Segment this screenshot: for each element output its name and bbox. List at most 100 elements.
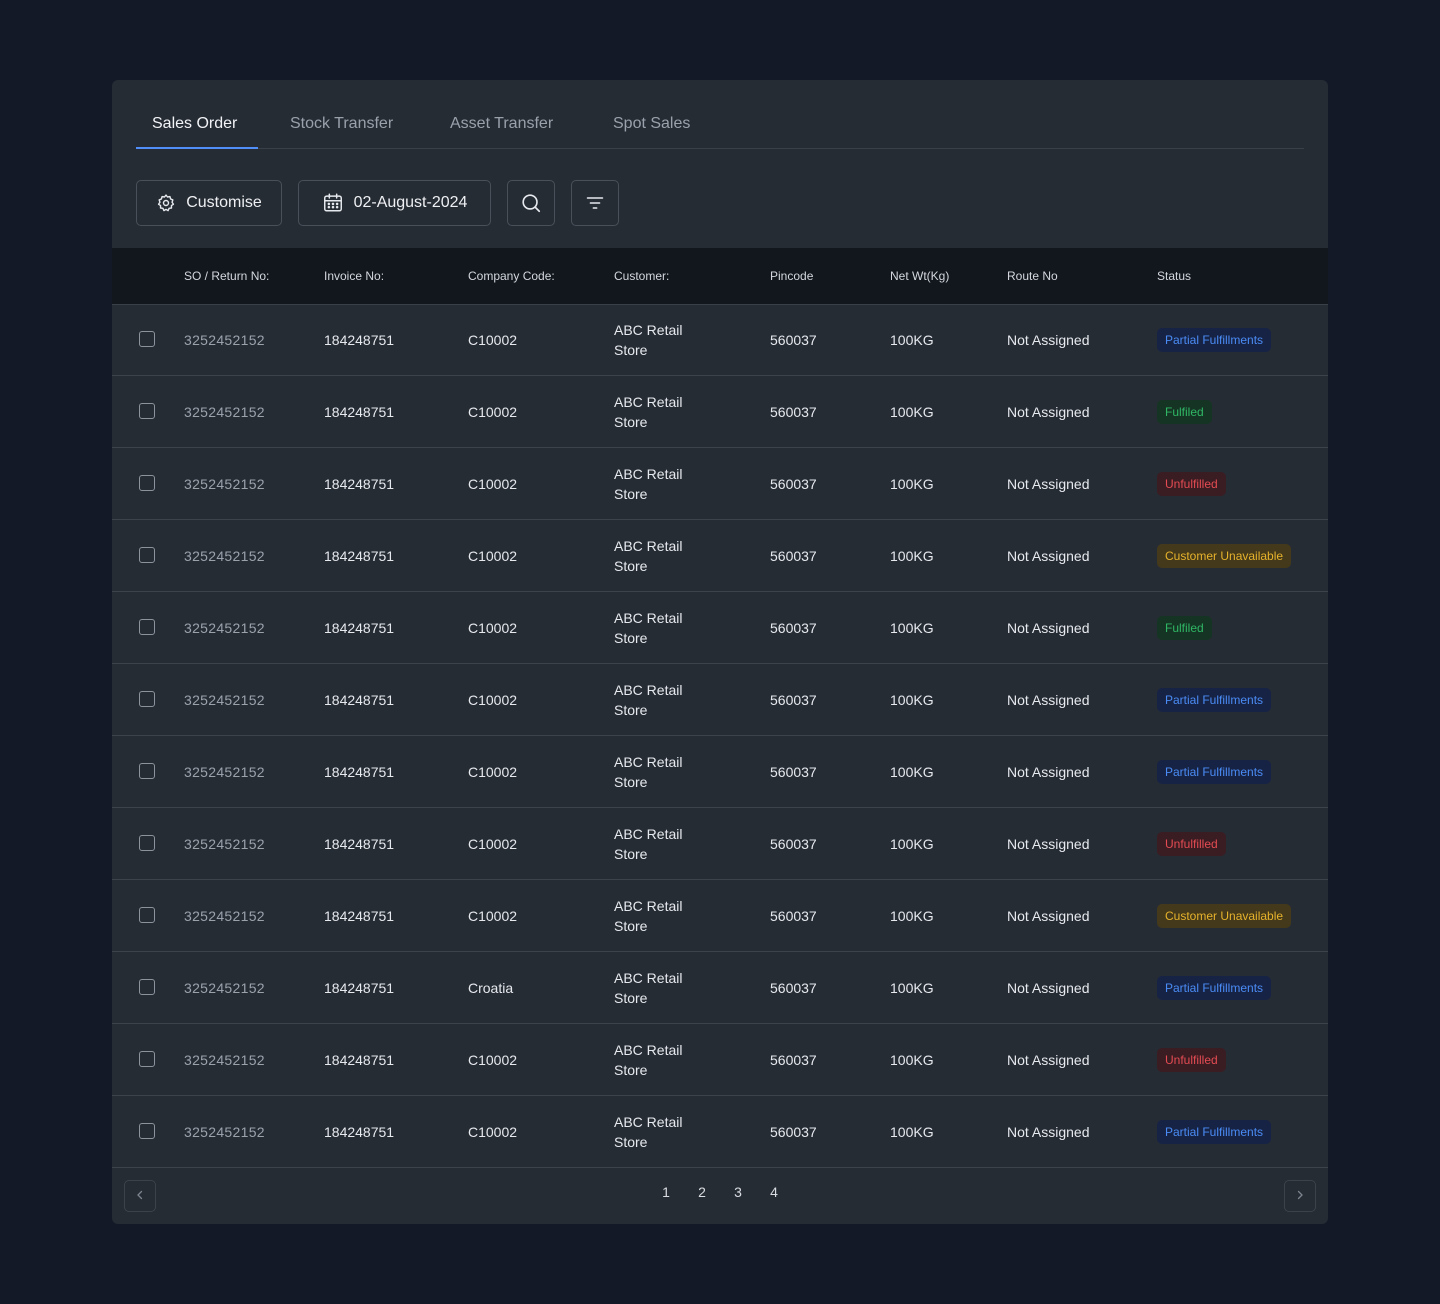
route-number: Not Assigned [1007,331,1090,348]
row-checkbox[interactable] [139,979,155,995]
row-checkbox[interactable] [139,835,155,851]
row-checkbox[interactable] [139,475,155,491]
row-checkbox[interactable] [139,691,155,707]
table-row[interactable]: 3252452152 184248751 C10002 ABC Retail St… [112,1024,1328,1096]
so-number: 3252452152 [184,691,265,708]
net-weight: 100KG [890,1051,934,1068]
invoice-number: 184248751 [324,619,395,636]
pincode: 560037 [770,475,817,492]
customer-name-line2: Store [614,1061,648,1078]
filter-button[interactable] [571,180,619,226]
row-checkbox[interactable] [139,907,155,923]
customer-name-line2: Store [614,1133,648,1150]
customise-button[interactable]: Customise [136,180,282,226]
status-badge: Partial Fulfillments [1157,975,1272,1000]
invoice-number: 184248751 [324,475,395,492]
invoice-number: 184248751 [324,1051,395,1068]
page-1[interactable]: 1 [662,1184,670,1200]
header-customer[interactable]: Customer: [614,269,670,283]
status-badge: Customer Unavailable [1157,543,1292,568]
pincode: 560037 [770,1051,817,1068]
customer-name-line1: ABC Retail [614,465,683,482]
customer-name-line1: ABC Retail [614,825,683,842]
so-number: 3252452152 [184,1123,265,1140]
customer-name: ABC Retail Store [614,664,682,735]
tab-spot-sales[interactable]: Spot Sales [613,115,691,132]
row-checkbox[interactable] [139,331,155,347]
status-badge: Customer Unavailable [1157,903,1292,928]
so-number: 3252452152 [184,475,265,492]
route-number: Not Assigned [1007,907,1090,924]
header-net-wt[interactable]: Net Wt(Kg) [890,269,950,283]
table-row[interactable]: 3252452152 184248751 C10002 ABC Retail St… [112,304,1328,376]
table-row[interactable]: 3252452152 184248751 C10002 ABC Retail St… [112,376,1328,448]
route-number: Not Assigned [1007,691,1090,708]
status-badge: Unfulfilled [1157,471,1226,496]
customer-name-line2: Store [614,413,648,430]
customer-name-line2: Store [614,341,648,358]
table-row[interactable]: 3252452152 184248751 Croatia ABC Retail S… [112,952,1328,1024]
net-weight: 100KG [890,547,934,564]
table-row[interactable]: 3252452152 184248751 C10002 ABC Retail St… [112,448,1328,520]
customer-name: ABC Retail Store [614,880,682,951]
company-code: C10002 [468,331,518,348]
company-code: C10002 [468,1123,518,1140]
search-icon [520,192,542,214]
calendar-icon [322,192,344,214]
page-4[interactable]: 4 [770,1184,778,1200]
date-picker-button[interactable]: 02-August-2024 [298,180,491,226]
route-number: Not Assigned [1007,1123,1090,1140]
net-weight: 100KG [890,619,934,636]
page-2[interactable]: 2 [698,1184,706,1200]
search-button[interactable] [507,180,555,226]
company-code: Croatia [468,979,514,996]
net-weight: 100KG [890,331,934,348]
table-row[interactable]: 3252452152 184248751 C10002 ABC Retail St… [112,1096,1328,1168]
row-checkbox[interactable] [139,1123,155,1139]
page-3[interactable]: 3 [734,1184,742,1200]
table-row[interactable]: 3252452152 184248751 C10002 ABC Retail St… [112,592,1328,664]
tab-asset-transfer[interactable]: Asset Transfer [450,115,554,132]
net-weight: 100KG [890,691,934,708]
so-number: 3252452152 [184,835,265,852]
table-row[interactable]: 3252452152 184248751 C10002 ABC Retail St… [112,520,1328,592]
pincode: 560037 [770,547,817,564]
row-checkbox[interactable] [139,619,155,635]
header-status[interactable]: Status [1157,269,1192,283]
table-row[interactable]: 3252452152 184248751 C10002 ABC Retail St… [112,880,1328,952]
table-row[interactable]: 3252452152 184248751 C10002 ABC Retail St… [112,664,1328,736]
so-number: 3252452152 [184,763,265,780]
header-pincode[interactable]: Pincode [770,269,814,283]
prev-page-button[interactable] [124,1180,156,1212]
so-number: 3252452152 [184,1051,265,1068]
chevron-right-icon [1295,1187,1305,1205]
header-company-code[interactable]: Company Code: [468,269,555,283]
customer-name-line2: Store [614,701,648,718]
table-row[interactable]: 3252452152 184248751 C10002 ABC Retail St… [112,808,1328,880]
status-badge: Unfulfilled [1157,1047,1226,1072]
company-code: C10002 [468,619,518,636]
route-number: Not Assigned [1007,763,1090,780]
company-code: C10002 [468,403,518,420]
net-weight: 100KG [890,835,934,852]
header-invoice-no[interactable]: Invoice No: [324,269,385,283]
tab-stock-transfer[interactable]: Stock Transfer [290,115,394,132]
tab-sales-order[interactable]: Sales Order [152,115,238,132]
row-checkbox[interactable] [139,763,155,779]
status-badge: Partial Fulfillments [1157,759,1272,784]
so-number: 3252452152 [184,619,265,636]
pincode: 560037 [770,979,817,996]
row-checkbox[interactable] [139,403,155,419]
customer-name-line1: ABC Retail [614,537,683,554]
net-weight: 100KG [890,907,934,924]
header-so-return-no[interactable]: SO / Return No: [184,269,270,283]
customer-name: ABC Retail Store [614,448,682,519]
row-checkbox[interactable] [139,547,155,563]
invoice-number: 184248751 [324,979,395,996]
next-page-button[interactable] [1284,1180,1316,1212]
header-route-no[interactable]: Route No [1007,269,1058,283]
row-checkbox[interactable] [139,1051,155,1067]
table-row[interactable]: 3252452152 184248751 C10002 ABC Retail St… [112,736,1328,808]
pagination: 1 2 3 4 [112,1168,1328,1224]
status-badge: Fulfiled [1157,615,1212,640]
